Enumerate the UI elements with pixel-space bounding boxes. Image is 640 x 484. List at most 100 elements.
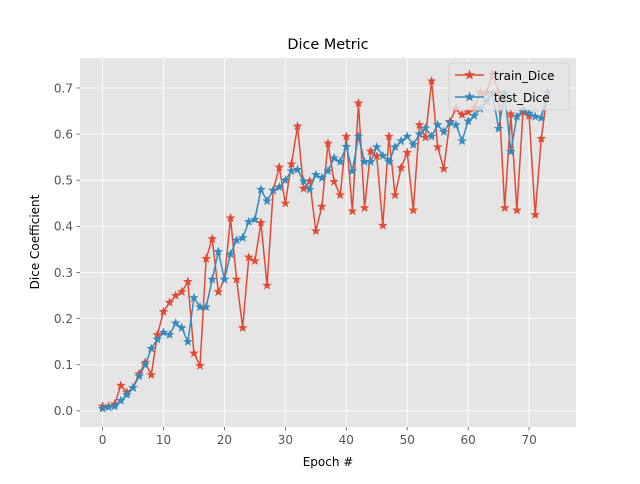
data-point-test-dice [493, 123, 504, 133]
data-point-test-dice [97, 403, 108, 413]
data-point-train-dice [530, 209, 540, 219]
data-point-train-dice [298, 183, 309, 193]
data-point-test-dice [152, 334, 163, 344]
data-point-train-dice [170, 290, 181, 300]
y-tick-label: 0.1 [54, 358, 73, 372]
data-point-train-dice [536, 133, 547, 143]
data-point-test-dice [505, 146, 516, 156]
data-point-test-dice [207, 274, 218, 284]
data-point-train-dice [225, 212, 236, 223]
data-point-test-dice [426, 131, 437, 141]
data-point-test-dice [183, 336, 193, 346]
data-point-train-dice [286, 159, 297, 169]
y-tick-label: 0.5 [54, 174, 73, 188]
y-tick-label: 0.2 [54, 312, 73, 326]
data-point-test-dice [341, 141, 352, 151]
data-point-test-dice [438, 126, 449, 136]
data-point-train-dice [292, 121, 303, 131]
x-axis-label: Epoch # [303, 455, 354, 469]
data-point-test-dice [189, 292, 199, 302]
data-point-test-dice [463, 116, 473, 126]
plot-background [80, 58, 576, 427]
data-point-test-dice [457, 135, 467, 146]
legend-label-test-dice: test_Dice [494, 91, 550, 105]
y-tick-label: 0.3 [54, 266, 73, 280]
data-point-test-dice [329, 153, 339, 163]
data-point-train-dice [201, 253, 211, 263]
data-point-test-dice [122, 389, 132, 399]
x-tick-label: 10 [156, 433, 171, 447]
data-point-test-dice [304, 184, 315, 194]
data-point-test-dice [536, 112, 547, 123]
data-point-test-dice [158, 327, 169, 337]
data-point-test-dice [237, 232, 248, 242]
data-point-train-dice [250, 255, 260, 266]
legend-entry-test-dice: test_Dice [455, 91, 550, 105]
data-point-train-dice [505, 109, 516, 119]
data-point-test-dice [243, 216, 254, 226]
data-point-test-dice [280, 175, 291, 185]
data-point-test-dice [512, 111, 522, 121]
data-point-test-dice [170, 318, 181, 328]
data-point-train-dice [116, 380, 126, 390]
data-point-train-dice [402, 147, 413, 157]
data-point-test-dice [365, 156, 376, 166]
data-point-test-dice [134, 371, 144, 381]
data-point-test-dice [414, 129, 425, 139]
data-point-test-dice [445, 117, 455, 127]
data-point-test-dice [353, 131, 364, 141]
data-point-test-dice [250, 214, 260, 224]
data-point-test-dice [432, 119, 443, 129]
data-point-train-dice [347, 206, 358, 216]
data-point-test-dice [402, 131, 413, 141]
data-point-train-dice [317, 201, 327, 211]
data-point-test-dice [390, 141, 400, 152]
data-point-train-dice [158, 306, 169, 316]
legend-marker-train-dice [464, 69, 475, 80]
x-tick-label: 20 [217, 433, 232, 447]
data-point-train-dice [323, 138, 333, 148]
chart-title: Dice Metric [287, 37, 368, 53]
data-point-train-dice [176, 286, 187, 296]
data-point-test-dice [371, 141, 382, 152]
data-point-test-dice [530, 111, 540, 121]
data-point-train-dice [390, 189, 400, 200]
data-point-test-dice [116, 395, 126, 405]
data-point-train-dice [183, 276, 193, 286]
data-point-train-dice [463, 106, 473, 117]
legend-label-train-dice: train_Dice [494, 69, 555, 83]
data-point-train-dice [213, 286, 224, 296]
y-axis-label: Dice Coefficient [28, 194, 42, 289]
data-point-test-dice [164, 329, 175, 339]
x-tick-label: 70 [521, 433, 536, 447]
y-tick-label: 0.6 [54, 127, 73, 141]
data-point-test-dice [146, 343, 157, 353]
y-tick-label: 0.4 [54, 220, 73, 234]
data-point-train-dice [384, 131, 394, 141]
x-tick-label: 60 [461, 433, 476, 447]
data-point-test-dice [311, 169, 321, 179]
data-point-test-dice [347, 165, 358, 176]
data-point-train-dice [195, 360, 205, 370]
data-point-test-dice [109, 401, 120, 411]
data-point-train-dice [353, 98, 364, 108]
data-point-test-dice [219, 274, 230, 284]
data-point-train-dice [512, 205, 522, 215]
y-axis-ticks: 0.0 0.1 0.2 0.3 0.4 0.5 0.6 0.7 [54, 81, 80, 418]
data-point-test-dice [384, 156, 394, 166]
legend-entry-train-dice: train_Dice [455, 69, 555, 83]
data-point-train-dice [438, 163, 449, 173]
data-point-train-dice [146, 369, 157, 379]
data-point-test-dice [274, 182, 285, 192]
data-point-test-dice [262, 195, 272, 206]
data-point-test-dice [231, 235, 242, 245]
data-point-test-dice [451, 119, 461, 129]
data-point-test-dice [298, 176, 309, 186]
y-tick-label: 0.7 [54, 81, 73, 95]
data-point-train-dice [164, 297, 175, 307]
data-point-test-dice [420, 123, 431, 133]
data-point-train-dice [426, 76, 437, 86]
data-point-test-dice [268, 185, 278, 195]
data-point-train-dice [499, 202, 510, 212]
